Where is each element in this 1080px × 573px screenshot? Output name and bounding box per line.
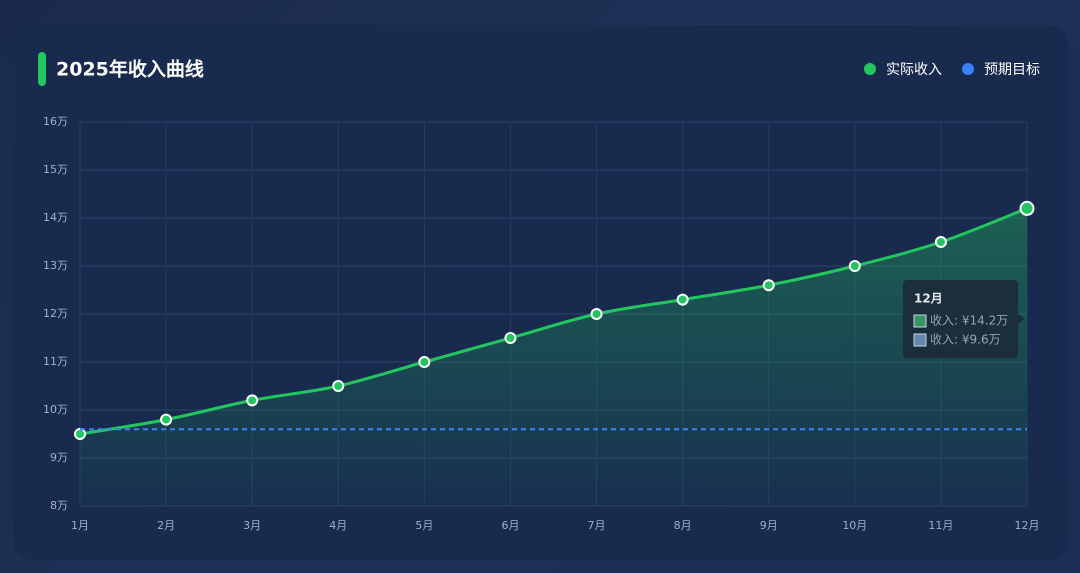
legend-label: 预期目标 [984, 62, 1040, 78]
line [79, 207, 1028, 436]
legend-label: 实际收入 [886, 62, 942, 78]
tooltip-item: 收入: ¥14.2万 [930, 314, 1008, 328]
point [74, 428, 86, 440]
x-tick-label: 11月 [928, 519, 953, 532]
point [762, 279, 775, 292]
point [590, 308, 603, 320]
x-tick-label: 9月 [760, 519, 778, 532]
legend: 实际收入 预期目标 [864, 62, 1040, 78]
chart-title: 2025年收入曲线 [56, 58, 204, 81]
y-tick-label: 8万 [50, 499, 68, 512]
point [848, 260, 861, 272]
point [160, 413, 173, 426]
y-tick-label: 15万 [43, 163, 68, 176]
y-tick-label: 14万 [43, 211, 68, 224]
plot: 8万 9万 10万 11万 12万 13万 14万 15万 16万 1月 2月 3月 4月 5月 6月 7月 8… [43, 115, 1040, 532]
tooltip-title: 12月 [914, 292, 943, 306]
y-tick-label: 9万 [50, 451, 68, 464]
y-tick-label: 11万 [43, 355, 68, 368]
y-tick-label: 10万 [43, 403, 68, 416]
y-tick-label: 13万 [43, 259, 68, 272]
tooltip-item: 收入: ¥9.6万 [930, 333, 1001, 347]
x-tick-label: 7月 [588, 519, 606, 532]
point [504, 332, 517, 344]
x-tick-label: 12月 [1015, 519, 1040, 532]
y-tick-label: 12万 [43, 307, 68, 320]
tooltip-arrow [1018, 314, 1024, 324]
x-tick-label: 2月 [157, 519, 175, 532]
point [934, 236, 947, 248]
legend-swatch [962, 63, 974, 75]
x-tick-label: 1月 [71, 519, 89, 532]
x-tick-label: 5月 [415, 519, 433, 532]
point [246, 394, 259, 407]
x-tick-label: 6月 [501, 519, 519, 532]
point [418, 356, 431, 368]
tooltip-swatch [913, 314, 927, 328]
y-tick-label: 16万 [43, 115, 68, 128]
point [676, 293, 689, 306]
x-tick-label: 3月 [243, 519, 261, 532]
legend-swatch [864, 63, 876, 75]
title-accent [38, 52, 46, 86]
tooltip-box [903, 280, 1018, 358]
area [80, 208, 1027, 506]
point [332, 380, 345, 392]
x-tick-label: 10月 [842, 519, 867, 532]
x-tick-label: 4月 [329, 519, 347, 532]
point [1019, 200, 1035, 216]
x-tick-label: 8月 [674, 519, 692, 532]
tooltip-swatch [913, 333, 927, 347]
